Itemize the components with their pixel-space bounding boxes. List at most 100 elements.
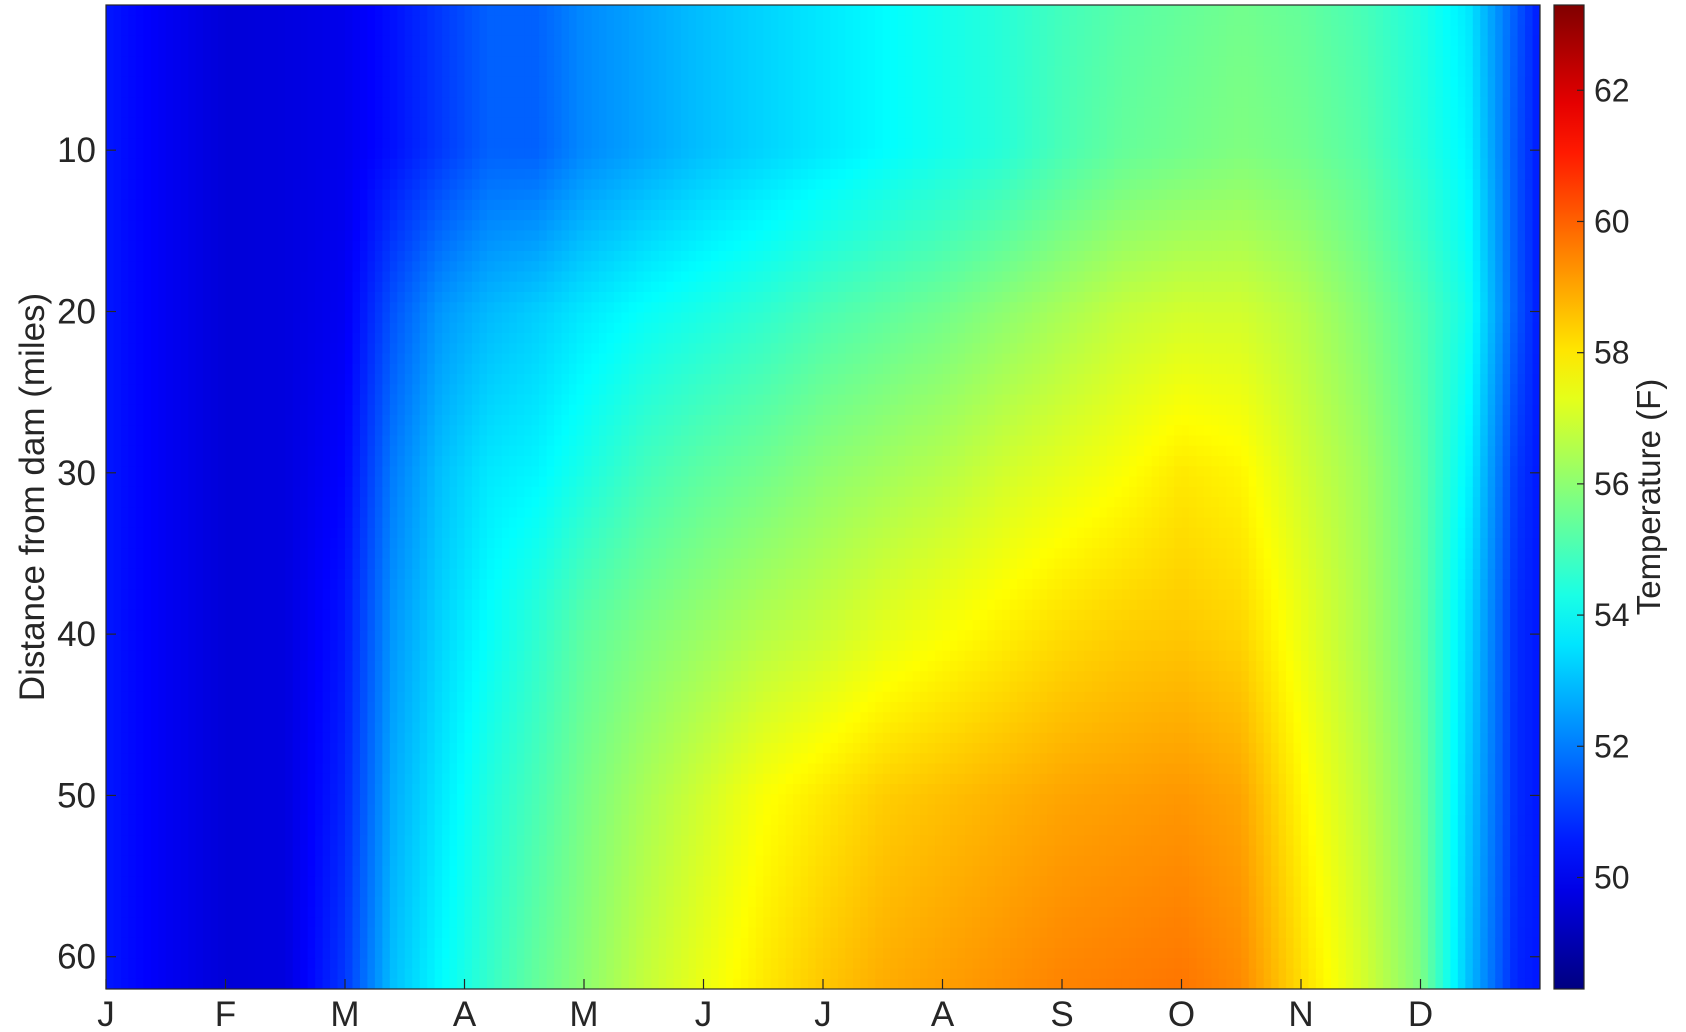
heatmap-cell — [591, 5, 600, 17]
heatmap-cell — [1398, 158, 1407, 170]
heatmap-cell — [315, 128, 324, 140]
heatmap-cell — [808, 35, 817, 47]
heatmap-cell — [860, 117, 869, 129]
heatmap-cell — [479, 189, 488, 201]
heatmap-cell — [1510, 158, 1519, 170]
heatmap-cell — [666, 148, 675, 160]
heatmap-cell — [1315, 56, 1325, 68]
heatmap-cell — [389, 107, 399, 119]
heatmap-cell — [382, 107, 391, 119]
heatmap-cell — [935, 189, 944, 201]
heatmap-cell — [539, 66, 548, 78]
heatmap-cell — [150, 87, 160, 99]
heatmap-cell — [120, 230, 130, 242]
heatmap-cell — [1174, 169, 1183, 181]
heatmap-cell — [733, 138, 742, 150]
heatmap-cell — [1069, 199, 1078, 211]
heatmap-cell — [1174, 220, 1183, 232]
heatmap-cell — [173, 5, 182, 17]
heatmap-cell — [307, 56, 316, 68]
heatmap-cell — [576, 251, 585, 263]
heatmap-cell — [120, 35, 130, 47]
heatmap-cell — [875, 138, 884, 150]
heatmap-cell — [748, 87, 757, 99]
heatmap-cell — [1002, 15, 1011, 27]
heatmap-cell — [1263, 76, 1272, 88]
heatmap-cell — [584, 56, 593, 68]
heatmap-cell — [979, 46, 989, 58]
heatmap-cell — [1263, 240, 1272, 252]
heatmap-cell — [143, 76, 152, 88]
heatmap-cell — [628, 5, 638, 17]
heatmap-cell — [905, 107, 914, 119]
heatmap-cell — [681, 117, 690, 129]
heatmap-cell — [359, 87, 369, 99]
heatmap-cell — [262, 158, 272, 170]
heatmap-cell — [1151, 5, 1160, 17]
heatmap-cell — [1054, 25, 1063, 37]
heatmap-cell — [531, 46, 540, 58]
heatmap-cell — [1368, 240, 1377, 252]
heatmap-cell — [852, 87, 862, 99]
heatmap-cell — [1039, 169, 1048, 181]
heatmap-cell — [150, 158, 160, 170]
heatmap-cell — [852, 76, 862, 88]
heatmap-cell — [845, 97, 854, 109]
heatmap-cell — [539, 189, 548, 201]
heatmap-cell — [165, 25, 175, 37]
heatmap-cell — [315, 179, 324, 191]
heatmap-cell — [957, 158, 966, 170]
heatmap-cell — [1062, 138, 1071, 150]
heatmap-cell — [725, 46, 735, 58]
heatmap-cell — [606, 148, 615, 160]
heatmap-cell — [1062, 56, 1071, 68]
heatmap-cell — [225, 199, 234, 211]
heatmap-cell — [763, 230, 772, 242]
heatmap-cell — [658, 189, 667, 201]
heatmap-cell — [1233, 138, 1243, 150]
heatmap-cell — [584, 107, 593, 119]
heatmap-cell — [1174, 128, 1183, 140]
heatmap-cell — [1121, 220, 1131, 232]
heatmap-cell — [135, 220, 145, 232]
heatmap-cell — [1114, 76, 1123, 88]
heatmap-cell — [1450, 5, 1459, 17]
heatmap-cell — [1413, 97, 1422, 109]
heatmap-cell — [367, 97, 376, 109]
heatmap-cell — [1114, 189, 1123, 201]
heatmap-cell — [912, 220, 921, 232]
heatmap-cell — [1106, 261, 1116, 273]
heatmap-cell — [225, 56, 234, 68]
heatmap-cell — [106, 158, 115, 170]
heatmap-cell — [1465, 87, 1474, 99]
heatmap-cell — [1450, 179, 1459, 191]
heatmap-cell — [949, 15, 959, 27]
heatmap-cell — [486, 117, 496, 129]
heatmap-cell — [1450, 148, 1459, 160]
heatmap-cell — [277, 117, 287, 129]
heatmap-cell — [770, 97, 779, 109]
heatmap-cell — [539, 25, 548, 37]
heatmap-cell — [486, 5, 496, 17]
heatmap-cell — [815, 46, 824, 58]
heatmap-cell — [1047, 15, 1056, 27]
heatmap-cell — [531, 240, 540, 252]
heatmap-cell — [412, 251, 421, 263]
heatmap-cell — [591, 148, 600, 160]
heatmap-cell — [173, 56, 182, 68]
heatmap-cell — [501, 138, 511, 150]
heatmap-cell — [696, 128, 705, 140]
heatmap-cell — [1256, 66, 1265, 78]
heatmap-cell — [1188, 15, 1198, 27]
heatmap-cell — [785, 158, 794, 170]
heatmap-cell — [285, 230, 294, 242]
heatmap-cell — [621, 138, 630, 150]
heatmap-cell — [643, 76, 653, 88]
heatmap-cell — [613, 128, 623, 140]
heatmap-cell — [135, 5, 145, 17]
heatmap-cell — [255, 15, 264, 27]
heatmap-cell — [1017, 15, 1026, 27]
heatmap-cell — [128, 199, 137, 211]
heatmap-cell — [427, 240, 436, 252]
heatmap-cell — [1218, 97, 1228, 109]
